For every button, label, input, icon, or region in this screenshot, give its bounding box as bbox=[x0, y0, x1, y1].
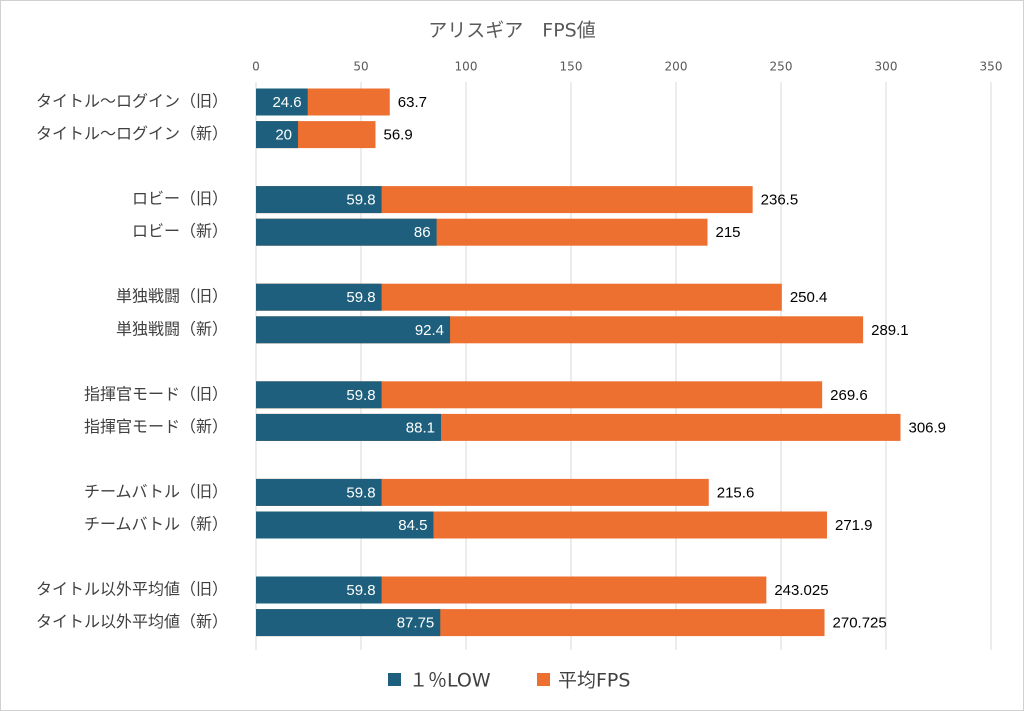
x-tick-label: 250 bbox=[770, 60, 793, 74]
category-label: チームバトル（旧） bbox=[84, 482, 228, 501]
value-label: 289.1 bbox=[871, 322, 909, 339]
category-label: タイトル～ログイン（新） bbox=[36, 124, 228, 143]
value-label: 215 bbox=[716, 224, 741, 241]
bar bbox=[256, 121, 298, 149]
value-label: 236.5 bbox=[761, 192, 799, 209]
category-label: ロビー（旧） bbox=[132, 189, 228, 208]
legend-label: １％LOW bbox=[409, 670, 491, 692]
value-label: 306.9 bbox=[908, 419, 946, 436]
value-label: 59.8 bbox=[346, 192, 375, 209]
bar bbox=[256, 511, 434, 539]
bar bbox=[256, 576, 382, 604]
bar bbox=[256, 316, 451, 344]
value-label: 86 bbox=[414, 224, 431, 241]
x-tick-label: 0 bbox=[252, 60, 260, 74]
x-tick-label: 50 bbox=[353, 60, 368, 74]
value-label: 250.4 bbox=[790, 289, 828, 306]
value-label: 84.5 bbox=[398, 517, 427, 534]
legend-swatch bbox=[537, 673, 550, 686]
chart-title: アリスギア FPS値 bbox=[428, 20, 595, 42]
value-label: 87.75 bbox=[397, 615, 435, 632]
value-label: 215.6 bbox=[717, 484, 755, 501]
category-label: タイトル以外平均値（旧） bbox=[36, 580, 228, 599]
bar bbox=[256, 413, 442, 441]
category-label: チームバトル（新） bbox=[84, 515, 228, 534]
bar bbox=[256, 88, 308, 116]
category-label: 単独戦闘（新） bbox=[116, 319, 228, 338]
bar bbox=[256, 381, 382, 409]
bar bbox=[256, 283, 382, 311]
value-label: 271.9 bbox=[835, 517, 873, 534]
bar bbox=[256, 218, 437, 246]
category-label: タイトル以外平均値（新） bbox=[36, 612, 228, 631]
x-tick-label: 350 bbox=[980, 60, 1003, 74]
legend-label: 平均FPS bbox=[558, 670, 630, 692]
value-label: 20 bbox=[275, 127, 292, 144]
category-label: 単独戦闘（旧） bbox=[116, 287, 228, 306]
legend-swatch bbox=[388, 673, 401, 686]
value-label: 59.8 bbox=[346, 582, 375, 599]
value-label: 56.9 bbox=[383, 127, 412, 144]
value-label: 270.725 bbox=[833, 615, 887, 632]
bar bbox=[256, 186, 382, 214]
x-tick-label: 300 bbox=[875, 60, 898, 74]
category-label: タイトル～ログイン（旧） bbox=[36, 92, 228, 111]
value-label: 24.6 bbox=[272, 94, 301, 111]
bar bbox=[256, 478, 382, 506]
value-label: 92.4 bbox=[415, 322, 444, 339]
value-label: 63.7 bbox=[398, 94, 427, 111]
category-label: 指揮官モード（新） bbox=[84, 417, 228, 436]
value-label: 59.8 bbox=[346, 289, 375, 306]
value-label: 59.8 bbox=[346, 484, 375, 501]
value-label: 59.8 bbox=[346, 387, 375, 404]
value-label: 88.1 bbox=[406, 419, 435, 436]
x-tick-label: 150 bbox=[560, 60, 583, 74]
bar bbox=[256, 609, 441, 637]
category-label: 指揮官モード（旧） bbox=[84, 384, 228, 403]
value-label: 269.6 bbox=[830, 387, 868, 404]
category-label: ロビー（新） bbox=[132, 222, 228, 241]
x-tick-label: 200 bbox=[665, 60, 688, 74]
x-tick-label: 100 bbox=[455, 60, 478, 74]
value-label: 243.025 bbox=[774, 582, 828, 599]
